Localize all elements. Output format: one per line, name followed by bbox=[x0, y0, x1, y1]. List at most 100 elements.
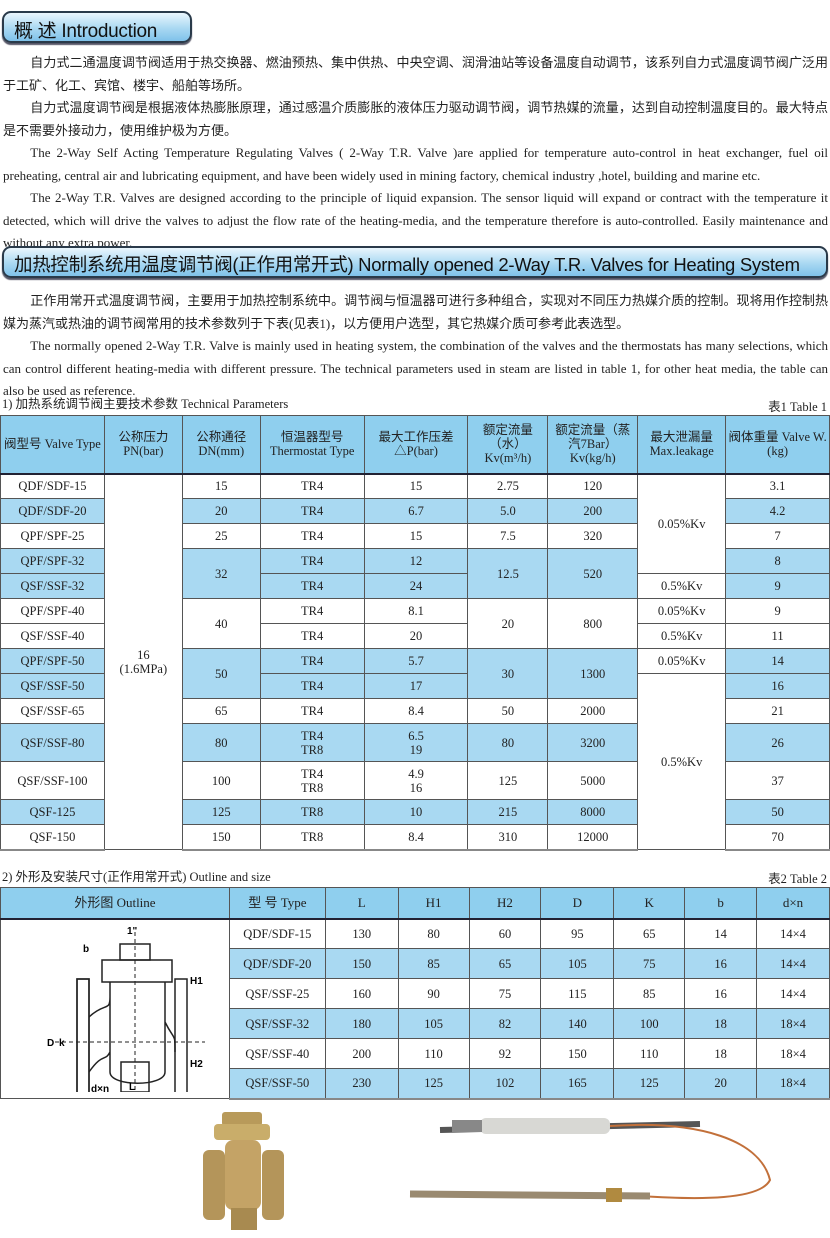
table-cell: 110 bbox=[613, 1038, 686, 1069]
intro-text: 自力式二通温度调节阀适用于热交换器、燃油预热、集中供热、中央空调、润滑油站等设备… bbox=[3, 52, 828, 255]
table-cell: 150 bbox=[540, 1038, 615, 1069]
intro-paragraph: The 2-Way T.R. Valves are designed accor… bbox=[3, 190, 828, 250]
table-row: QSF/SSF-80 80 TR4 TR8 6.5 19 80 3200 26 bbox=[0, 723, 830, 762]
table-cell: 85 bbox=[613, 978, 686, 1009]
table-cell: 65 bbox=[181, 698, 261, 724]
table-cell: 140 bbox=[540, 1008, 615, 1039]
column-header: H2 bbox=[468, 887, 542, 920]
table-cell: 230 bbox=[324, 1068, 399, 1100]
table-cell: 14 bbox=[684, 918, 758, 949]
table-cell: 65 bbox=[468, 948, 542, 979]
table-cell: TR4 bbox=[259, 698, 365, 724]
table-cell: 2000 bbox=[547, 698, 639, 724]
table-cell: 12000 bbox=[547, 824, 639, 851]
table-cell: QPF/SPF-25 bbox=[0, 523, 105, 549]
table-cell: 7 bbox=[725, 523, 830, 549]
section-text: 正作用常开式温度调节阀，主要用于加热控制系统中。调节阀与恒温器可进行多种组合，实… bbox=[3, 290, 828, 403]
table-cell: TR4 bbox=[259, 523, 365, 549]
table-cell: QDF/SDF-20 bbox=[228, 948, 326, 979]
table-cell: 120 bbox=[547, 473, 639, 499]
table-cell: 125 bbox=[181, 799, 261, 825]
table-cell: 180 bbox=[324, 1008, 399, 1039]
table-cell: 14 bbox=[725, 648, 830, 674]
valve-body-photo bbox=[203, 1112, 284, 1230]
table-cell: 40 bbox=[181, 598, 261, 649]
table-row: QSF-125 125 TR8 10 215 8000 50 bbox=[0, 799, 830, 825]
svg-text:H2: H2 bbox=[190, 1059, 203, 1070]
table-cell: QSF/SSF-32 bbox=[228, 1008, 326, 1039]
table-row: QSF-150 150 TR8 8.4 310 12000 70 bbox=[0, 824, 830, 851]
table-cell: 50 bbox=[467, 698, 549, 724]
table-cell: TR4 bbox=[259, 598, 365, 624]
table-cell: 80 bbox=[467, 723, 549, 762]
valve-outline-drawing: 1" b H1 H2 D k d×n L bbox=[47, 926, 205, 1120]
section-paragraph: 正作用常开式温度调节阀，主要用于加热控制系统中。调节阀与恒温器可进行多种组合，实… bbox=[3, 293, 828, 331]
table-cell: TR4 bbox=[259, 623, 365, 649]
table-cell: 8 bbox=[725, 548, 830, 574]
table-row: QSF/SSF-40 TR4 20 0.5%Kv 11 bbox=[0, 623, 830, 649]
technical-parameters-table: 阀型号 Valve Type 公称压力 PN(bar) 公称通径 DN(mm) 恒温器… bbox=[0, 415, 830, 851]
table-cell: 130 bbox=[324, 918, 399, 949]
table2-caption: 2) 外形及安装尺寸(正作用常开式) Outline and size bbox=[2, 870, 271, 884]
table-cell: 32 bbox=[181, 548, 261, 599]
table-cell: QDF/SDF-15 bbox=[228, 918, 326, 949]
table-cell: TR4 bbox=[259, 498, 365, 524]
table-cell: 115 bbox=[540, 978, 615, 1009]
column-header: b bbox=[684, 887, 758, 920]
table-cell: 18×4 bbox=[756, 1038, 830, 1069]
table-cell: TR4 bbox=[259, 473, 365, 499]
table-cell: 125 bbox=[397, 1068, 470, 1100]
table-cell: 200 bbox=[547, 498, 639, 524]
table-cell: 80 bbox=[397, 918, 470, 949]
table-cell: QPF/SPF-32 bbox=[0, 548, 105, 574]
table-cell: 8.1 bbox=[363, 598, 469, 624]
table-cell: 50 bbox=[725, 799, 830, 825]
table-cell: 17 bbox=[363, 673, 469, 699]
table-cell: 18 bbox=[684, 1008, 758, 1039]
table-cell: TR4 bbox=[259, 673, 365, 699]
table-cell: 310 bbox=[467, 824, 549, 851]
section-paragraph: The normally opened 2-Way T.R. Valve is … bbox=[3, 338, 828, 398]
column-header: 阀体重量 Valve W.(kg) bbox=[725, 415, 830, 475]
table-cell: 2.75 bbox=[467, 473, 549, 499]
table-cell: 1300 bbox=[547, 648, 639, 699]
table-cell: QDF/SDF-15 bbox=[0, 473, 105, 499]
column-header: 公称压力 PN(bar) bbox=[103, 415, 183, 475]
intro-paragraph: 自力式二通温度调节阀适用于热交换器、燃油预热、集中供热、中央空调、润滑油站等设备… bbox=[3, 55, 828, 93]
table-cell: 16 bbox=[684, 978, 758, 1009]
table-cell: QSF/SSF-65 bbox=[0, 698, 105, 724]
table-cell: 20 bbox=[363, 623, 469, 649]
table-cell: 110 bbox=[397, 1038, 470, 1069]
table-cell: QPF/SPF-40 bbox=[0, 598, 105, 624]
table-cell: 15 bbox=[181, 473, 261, 499]
table-cell: 105 bbox=[397, 1008, 470, 1039]
table-cell: 16 (1.6MPa) bbox=[103, 473, 183, 850]
table-cell: TR4 TR8 bbox=[259, 723, 365, 762]
table-cell: 21 bbox=[725, 698, 830, 724]
table-cell: 14×4 bbox=[756, 978, 830, 1009]
table1-caption: 1) 加热系统调节阀主要技术参数 Technical Parameters bbox=[2, 397, 289, 411]
column-header: L bbox=[324, 887, 399, 920]
table-row: QDF/SDF-20 150 85 65 105 75 16 14×4 bbox=[1, 948, 830, 979]
table-cell: 18×4 bbox=[756, 1008, 830, 1039]
table-cell: 6.5 19 bbox=[363, 723, 469, 762]
column-header: 最大工作压差 △P(bar) bbox=[363, 415, 469, 475]
table-cell: 320 bbox=[547, 523, 639, 549]
table-cell: QSF/SSF-100 bbox=[0, 761, 105, 800]
table-cell: 60 bbox=[468, 918, 542, 949]
column-header: H1 bbox=[397, 887, 470, 920]
table-cell: QSF/SSF-80 bbox=[0, 723, 105, 762]
table-cell: TR8 bbox=[259, 799, 365, 825]
column-header: 恒温器型号 Thermostat Type bbox=[259, 415, 365, 475]
table-cell: 92 bbox=[468, 1038, 542, 1069]
table-row: QSF/SSF-65 65 TR4 8.4 50 2000 21 bbox=[0, 698, 830, 724]
intro-paragraph: 自力式温度调节阀是根据液体热膨胀原理，通过感温介质膨胀的液体压力驱动调节阀，调节… bbox=[3, 100, 828, 138]
column-header: 型 号 Type bbox=[228, 887, 326, 920]
table-cell: 11 bbox=[725, 623, 830, 649]
table-cell: 10 bbox=[363, 799, 469, 825]
table-cell: 3.1 bbox=[725, 473, 830, 499]
table-cell: 24 bbox=[363, 573, 469, 599]
table-cell: 20 bbox=[181, 498, 261, 524]
table-cell: 95 bbox=[540, 918, 615, 949]
column-header: 额定流量（蒸 汽7Bar） Kv(kg/h) bbox=[547, 415, 639, 475]
